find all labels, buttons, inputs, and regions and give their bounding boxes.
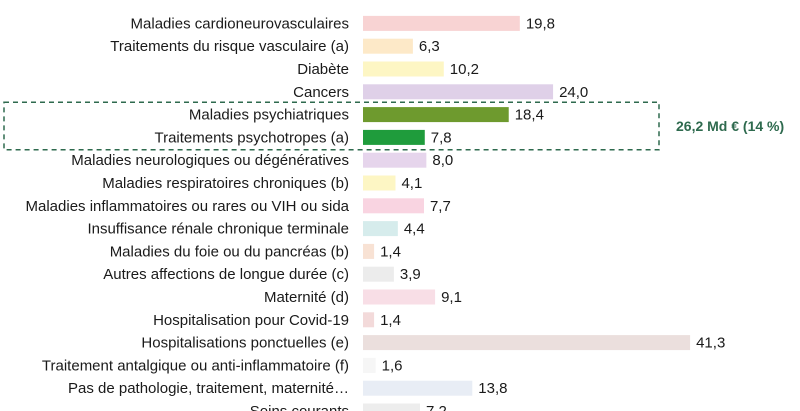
- bar-cancers: [363, 84, 554, 100]
- value-label-cancers: 24,0: [559, 84, 588, 101]
- bar-traitements-du-risque-vasculaire-a: [363, 38, 413, 54]
- category-label-maternite-d: Maternité (d): [264, 289, 349, 306]
- category-label-maladies-cardioneurovasculaires: Maladies cardioneurovasculaires: [131, 15, 349, 32]
- category-label-maladies-neurologiques-ou-degeneratives: Maladies neurologiques ou dégénératives: [71, 152, 349, 169]
- value-label-soins-courants: 7,2: [426, 403, 447, 411]
- category-label-diabete: Diabète: [297, 61, 349, 78]
- bar-diabete: [363, 61, 444, 77]
- bar-maladies-respiratoires-chroniques-b: [363, 175, 396, 191]
- highlight-annotation: 26,2 Md € (14 %): [676, 118, 784, 134]
- value-label-autres-affections-de-longue-duree-c: 3,9: [400, 266, 421, 283]
- bar-hospitalisation-pour-covid-19: [363, 312, 375, 328]
- category-label-maladies-du-foie-ou-du-pancreas-b: Maladies du foie ou du pancréas (b): [110, 243, 349, 260]
- bar-traitements-psychotropes-a: [363, 129, 425, 145]
- category-label-maladies-inflammatoires-ou-rares-ou-vih-ou-sida: Maladies inflammatoires ou rares ou VIH …: [26, 198, 350, 215]
- category-label-pas-de-pathologie-traitement-maternite: Pas de pathologie, traitement, maternité…: [68, 380, 349, 397]
- highlight-box: [3, 101, 660, 151]
- value-label-maladies-respiratoires-chroniques-b: 4,1: [401, 175, 422, 192]
- value-label-traitement-antalgique-ou-anti-inflammatoire-f: 1,6: [382, 357, 403, 374]
- bars-group: Maladies cardioneurovasculaires 19,8 Trait…: [26, 15, 725, 411]
- value-label-traitements-du-risque-vasculaire-a: 6,3: [419, 38, 440, 55]
- value-label-insuffisance-renale-chronique-terminale: 4,4: [404, 221, 425, 238]
- bar-pas-de-pathologie-traitement-maternite: [363, 380, 473, 396]
- value-label-maladies-neurologiques-ou-degeneratives: 8,0: [432, 152, 453, 169]
- value-label-hospitalisations-ponctuelles-e: 41,3: [696, 335, 725, 352]
- category-label-traitements-du-risque-vasculaire-a: Traitements du risque vasculaire (a): [110, 38, 349, 55]
- value-label-traitements-psychotropes-a: 7,8: [431, 129, 452, 146]
- bar-traitement-antalgique-ou-anti-inflammatoire-f: [363, 357, 376, 373]
- highlight-group: 26,2 Md € (14 %): [3, 101, 784, 151]
- category-label-hospitalisations-ponctuelles-e: Hospitalisations ponctuelles (e): [141, 335, 349, 352]
- category-label-maladies-respiratoires-chroniques-b: Maladies respiratoires chroniques (b): [102, 175, 349, 192]
- bar-autres-affections-de-longue-duree-c: [363, 266, 394, 282]
- value-label-maternite-d: 9,1: [441, 289, 462, 306]
- category-label-soins-courants: Soins courants: [250, 403, 349, 411]
- bar-insuffisance-renale-chronique-terminale: [363, 221, 398, 237]
- category-label-autres-affections-de-longue-duree-c: Autres affections de longue durée (c): [103, 266, 349, 283]
- value-label-hospitalisation-pour-covid-19: 1,4: [380, 312, 401, 329]
- value-label-maladies-du-foie-ou-du-pancreas-b: 1,4: [380, 243, 401, 260]
- value-label-maladies-cardioneurovasculaires: 19,8: [526, 15, 555, 32]
- bar-maladies-psychiatriques: [363, 107, 509, 123]
- bar-maladies-du-foie-ou-du-pancreas-b: [363, 243, 375, 259]
- bar-maladies-inflammatoires-ou-rares-ou-vih-ou-sida: [363, 198, 424, 214]
- category-label-maladies-psychiatriques: Maladies psychiatriques: [189, 107, 349, 124]
- bar-soins-courants: [363, 403, 421, 411]
- value-label-maladies-psychiatriques: 18,4: [515, 107, 544, 124]
- bar-maternite-d: [363, 289, 436, 305]
- value-label-diabete: 10,2: [450, 61, 479, 78]
- bar-maladies-neurologiques-ou-degeneratives: [363, 152, 427, 168]
- bar-maladies-cardioneurovasculaires: [363, 15, 520, 31]
- category-label-hospitalisation-pour-covid-19: Hospitalisation pour Covid-19: [153, 312, 349, 329]
- category-label-insuffisance-renale-chronique-terminale: Insuffisance rénale chronique terminale: [87, 221, 349, 238]
- category-label-cancers: Cancers: [293, 84, 349, 101]
- value-label-maladies-inflammatoires-ou-rares-ou-vih-ou-sida: 7,7: [430, 198, 451, 215]
- category-label-traitement-antalgique-ou-anti-inflammatoire-f: Traitement antalgique ou anti-inflammato…: [42, 357, 349, 374]
- value-label-pas-de-pathologie-traitement-maternite: 13,8: [478, 380, 507, 397]
- category-label-traitements-psychotropes-a: Traitements psychotropes (a): [154, 129, 349, 146]
- bar-hospitalisations-ponctuelles-e: [363, 335, 691, 351]
